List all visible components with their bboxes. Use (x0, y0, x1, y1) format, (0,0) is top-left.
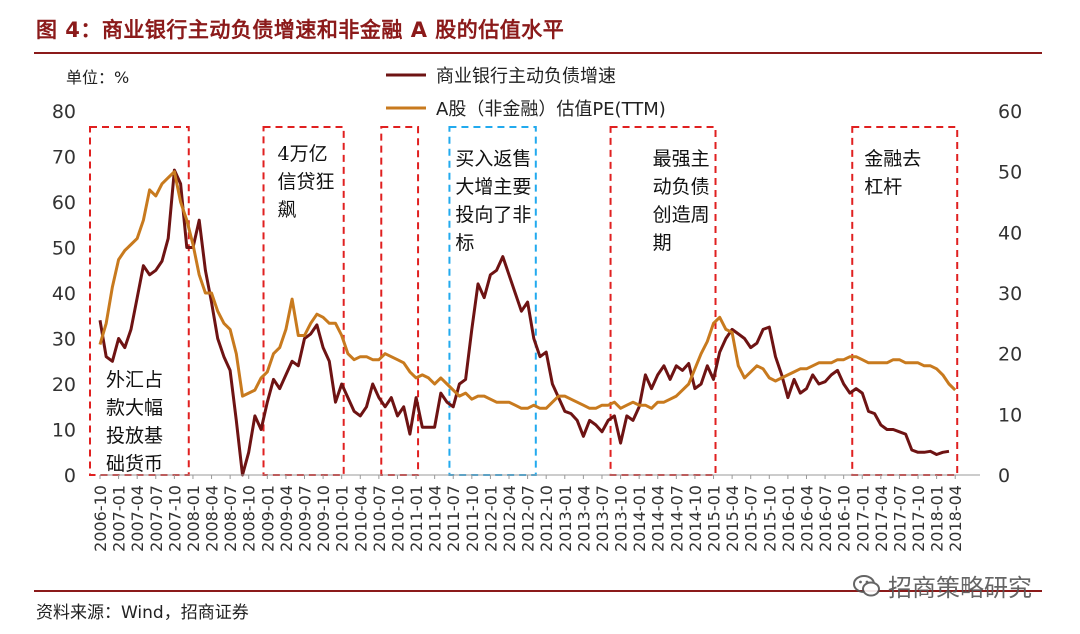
x-tick-label: 2011-07 (444, 485, 463, 552)
x-tick-label: 2018-01 (928, 485, 947, 552)
x-tick-label: 2010-01 (333, 485, 352, 552)
source-rule (34, 590, 1042, 592)
x-tick-label: 2013-10 (612, 485, 631, 552)
right-tick-label: 20 (998, 344, 1022, 366)
unit-label: 单位：% (66, 68, 129, 87)
annotation-text: 杠杆 (864, 176, 902, 198)
x-tick-label: 2016-07 (816, 485, 835, 552)
x-tick-label: 2007-07 (147, 485, 166, 552)
annotation-text: 信贷狂 (278, 171, 335, 193)
x-tick-label: 2013-01 (556, 485, 575, 552)
right-tick-label: 10 (998, 404, 1022, 426)
annotation-box (380, 126, 420, 476)
series-line-1 (98, 168, 950, 477)
annotation-text: 投向了非 (455, 204, 531, 226)
x-tick-label: 2014-04 (649, 485, 668, 552)
right-tick-label: 0 (998, 465, 1010, 487)
left-tick-label: 60 (52, 192, 76, 214)
x-tick-label: 2011-04 (426, 485, 445, 552)
x-tick-label: 2010-07 (370, 485, 389, 552)
annotation-text: 4万亿 (278, 143, 328, 165)
left-tick-label: 80 (52, 101, 76, 123)
x-tick-label: 2016-01 (779, 485, 798, 552)
annotation-text: 期 (653, 232, 672, 254)
right-tick-label: 30 (998, 283, 1022, 305)
left-tick-label: 20 (52, 374, 76, 396)
annotation-text: 金融去 (864, 148, 921, 170)
x-tick-label: 2011-10 (463, 485, 482, 552)
wechat-icon (853, 574, 880, 596)
x-tick-label: 2012-01 (481, 485, 500, 552)
x-tick-label: 2008-07 (221, 485, 240, 552)
annotation-text: 大增主要 (455, 176, 531, 198)
x-tick-label: 2011-01 (407, 485, 426, 552)
x-tick-label: 2017-07 (890, 485, 909, 552)
x-tick-label: 2008-10 (240, 485, 259, 552)
x-tick-label: 2017-04 (872, 485, 891, 552)
x-tick-label: 2007-01 (110, 485, 129, 552)
x-tick-label: 2008-01 (184, 485, 203, 552)
x-tick-label: 2012-07 (519, 485, 538, 552)
annotation-text: 外汇占 (106, 369, 163, 391)
left-tick-label: 0 (64, 465, 76, 487)
annotation-text: 最强主 (653, 148, 710, 170)
watermark-text: 招商策略研究 (888, 574, 1032, 602)
x-tick-label: 2016-10 (835, 485, 854, 552)
annotation-text: 款大幅 (106, 397, 163, 419)
x-tick-label: 2012-10 (537, 485, 556, 552)
x-tick-label: 2014-10 (686, 485, 705, 552)
left-tick-label: 70 (52, 147, 76, 169)
x-tick-label: 2017-01 (853, 485, 872, 552)
x-tick-label: 2015-04 (723, 485, 742, 552)
chart-title: 图 4：商业银行主动负债增速和非金融 A 股的估值水平 (36, 18, 565, 42)
source-note: 资料来源：Wind，招商证券 (36, 603, 249, 623)
x-tick-label: 2017-10 (909, 485, 928, 552)
left-tick-label: 10 (52, 420, 76, 442)
x-tick-label: 2014-07 (667, 485, 686, 552)
x-tick-label: 2007-04 (128, 485, 147, 552)
x-tick-label: 2013-04 (574, 485, 593, 552)
annotation-text: 买入返售 (455, 148, 531, 170)
annotation-text: 标 (455, 232, 474, 254)
x-tick-label: 2009-07 (296, 485, 315, 552)
annotation-text: 础货币 (106, 453, 163, 475)
legend-label-series2: A股（非金融）估值PE(TTM) (436, 99, 666, 120)
watermark: 招商策略研究 (852, 568, 1032, 603)
x-tick-label: 2018-04 (946, 485, 965, 552)
right-tick-label: 50 (998, 162, 1022, 184)
annotation-text: 创造周 (653, 204, 710, 226)
right-tick-label: 60 (998, 101, 1022, 123)
left-tick-label: 50 (52, 238, 76, 260)
x-tick-label: 2009-01 (258, 485, 277, 552)
x-tick-label: 2009-04 (277, 485, 296, 552)
x-tick-label: 2008-04 (203, 485, 222, 552)
left-tick-label: 30 (52, 329, 76, 351)
x-tick-label: 2014-01 (630, 485, 649, 552)
title-rule (34, 52, 1042, 54)
x-tick-label: 2015-01 (705, 485, 724, 552)
right-tick-label: 40 (998, 222, 1022, 244)
left-tick-label: 40 (52, 283, 76, 305)
x-tick-label: 2013-07 (593, 485, 612, 552)
x-tick-label: 2006-10 (91, 485, 110, 552)
x-tick-label: 2010-10 (388, 485, 407, 552)
annotation-text: 飙 (278, 199, 297, 221)
x-tick-label: 2007-10 (165, 485, 184, 552)
legend-label-series1: 商业银行主动负债增速 (436, 66, 616, 87)
annotation-text: 动负债 (653, 176, 710, 198)
series-line-2 (98, 170, 957, 410)
x-tick-label: 2015-10 (760, 485, 779, 552)
annotation-text: 投放基 (106, 425, 163, 447)
x-tick-label: 2015-07 (742, 485, 761, 552)
x-tick-label: 2012-04 (500, 485, 519, 552)
x-tick-label: 2016-04 (797, 485, 816, 552)
x-tick-label: 2009-10 (314, 485, 333, 552)
x-tick-label: 2010-04 (351, 485, 370, 552)
